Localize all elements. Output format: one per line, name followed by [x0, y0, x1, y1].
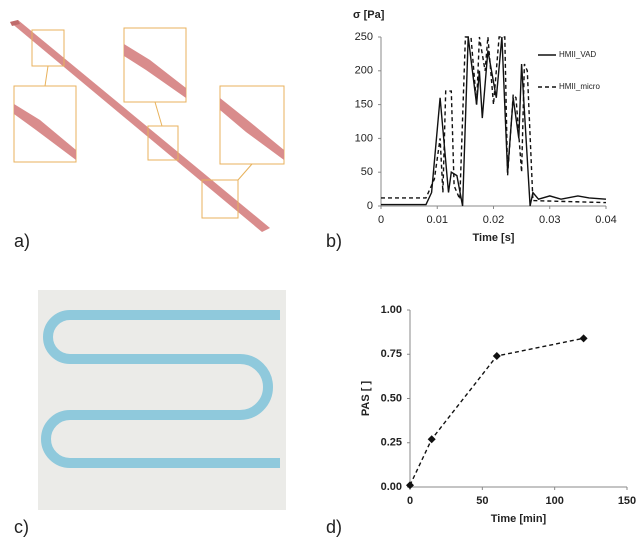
series-line	[381, 36, 607, 207]
x-tick-label: 150	[618, 495, 636, 507]
x-tick-label: 0.03	[539, 214, 560, 226]
x-tick-label: 0.04	[595, 214, 616, 226]
x-tick-label: 0	[378, 214, 384, 226]
legend-label: HMII_micro	[559, 82, 600, 91]
series-line	[381, 36, 607, 204]
marker	[492, 352, 501, 361]
marker	[427, 435, 436, 444]
x-axis-label: Time [s]	[473, 232, 515, 244]
y-tick-label: 100	[355, 132, 373, 144]
y-tick-label: 0	[367, 200, 373, 212]
x-tick-label: 50	[476, 495, 488, 507]
panel-label: a)	[14, 231, 30, 251]
y-tick-label: 1.00	[381, 304, 402, 316]
y-tick-label: 0.75	[381, 348, 402, 360]
panel-label: c)	[14, 517, 29, 537]
render-a	[10, 20, 285, 232]
panel-label: b)	[326, 231, 342, 251]
y-axis-label: σ [Pa]	[353, 9, 385, 21]
x-tick-label: 100	[545, 495, 563, 507]
y-axis-label: PAS [ ]	[360, 381, 372, 417]
marker	[579, 334, 588, 343]
legend-label: HMII_VAD	[559, 50, 596, 59]
photo-c	[38, 290, 286, 510]
x-tick-label: 0.02	[483, 214, 504, 226]
x-axis-label: Time [min]	[491, 513, 547, 525]
series-line	[409, 337, 584, 486]
y-tick-label: 50	[361, 166, 373, 178]
marker	[406, 481, 414, 490]
y-tick-label: 250	[355, 31, 373, 43]
y-tick-label: 150	[355, 99, 373, 111]
panel-label: d)	[326, 517, 342, 537]
y-tick-label: 200	[355, 65, 373, 77]
y-tick-label: 0.50	[381, 392, 402, 404]
y-tick-label: 0.25	[381, 437, 402, 449]
x-tick-label: 0	[407, 495, 413, 507]
y-tick-label: 0.00	[381, 481, 402, 493]
x-tick-label: 0.01	[427, 214, 448, 226]
